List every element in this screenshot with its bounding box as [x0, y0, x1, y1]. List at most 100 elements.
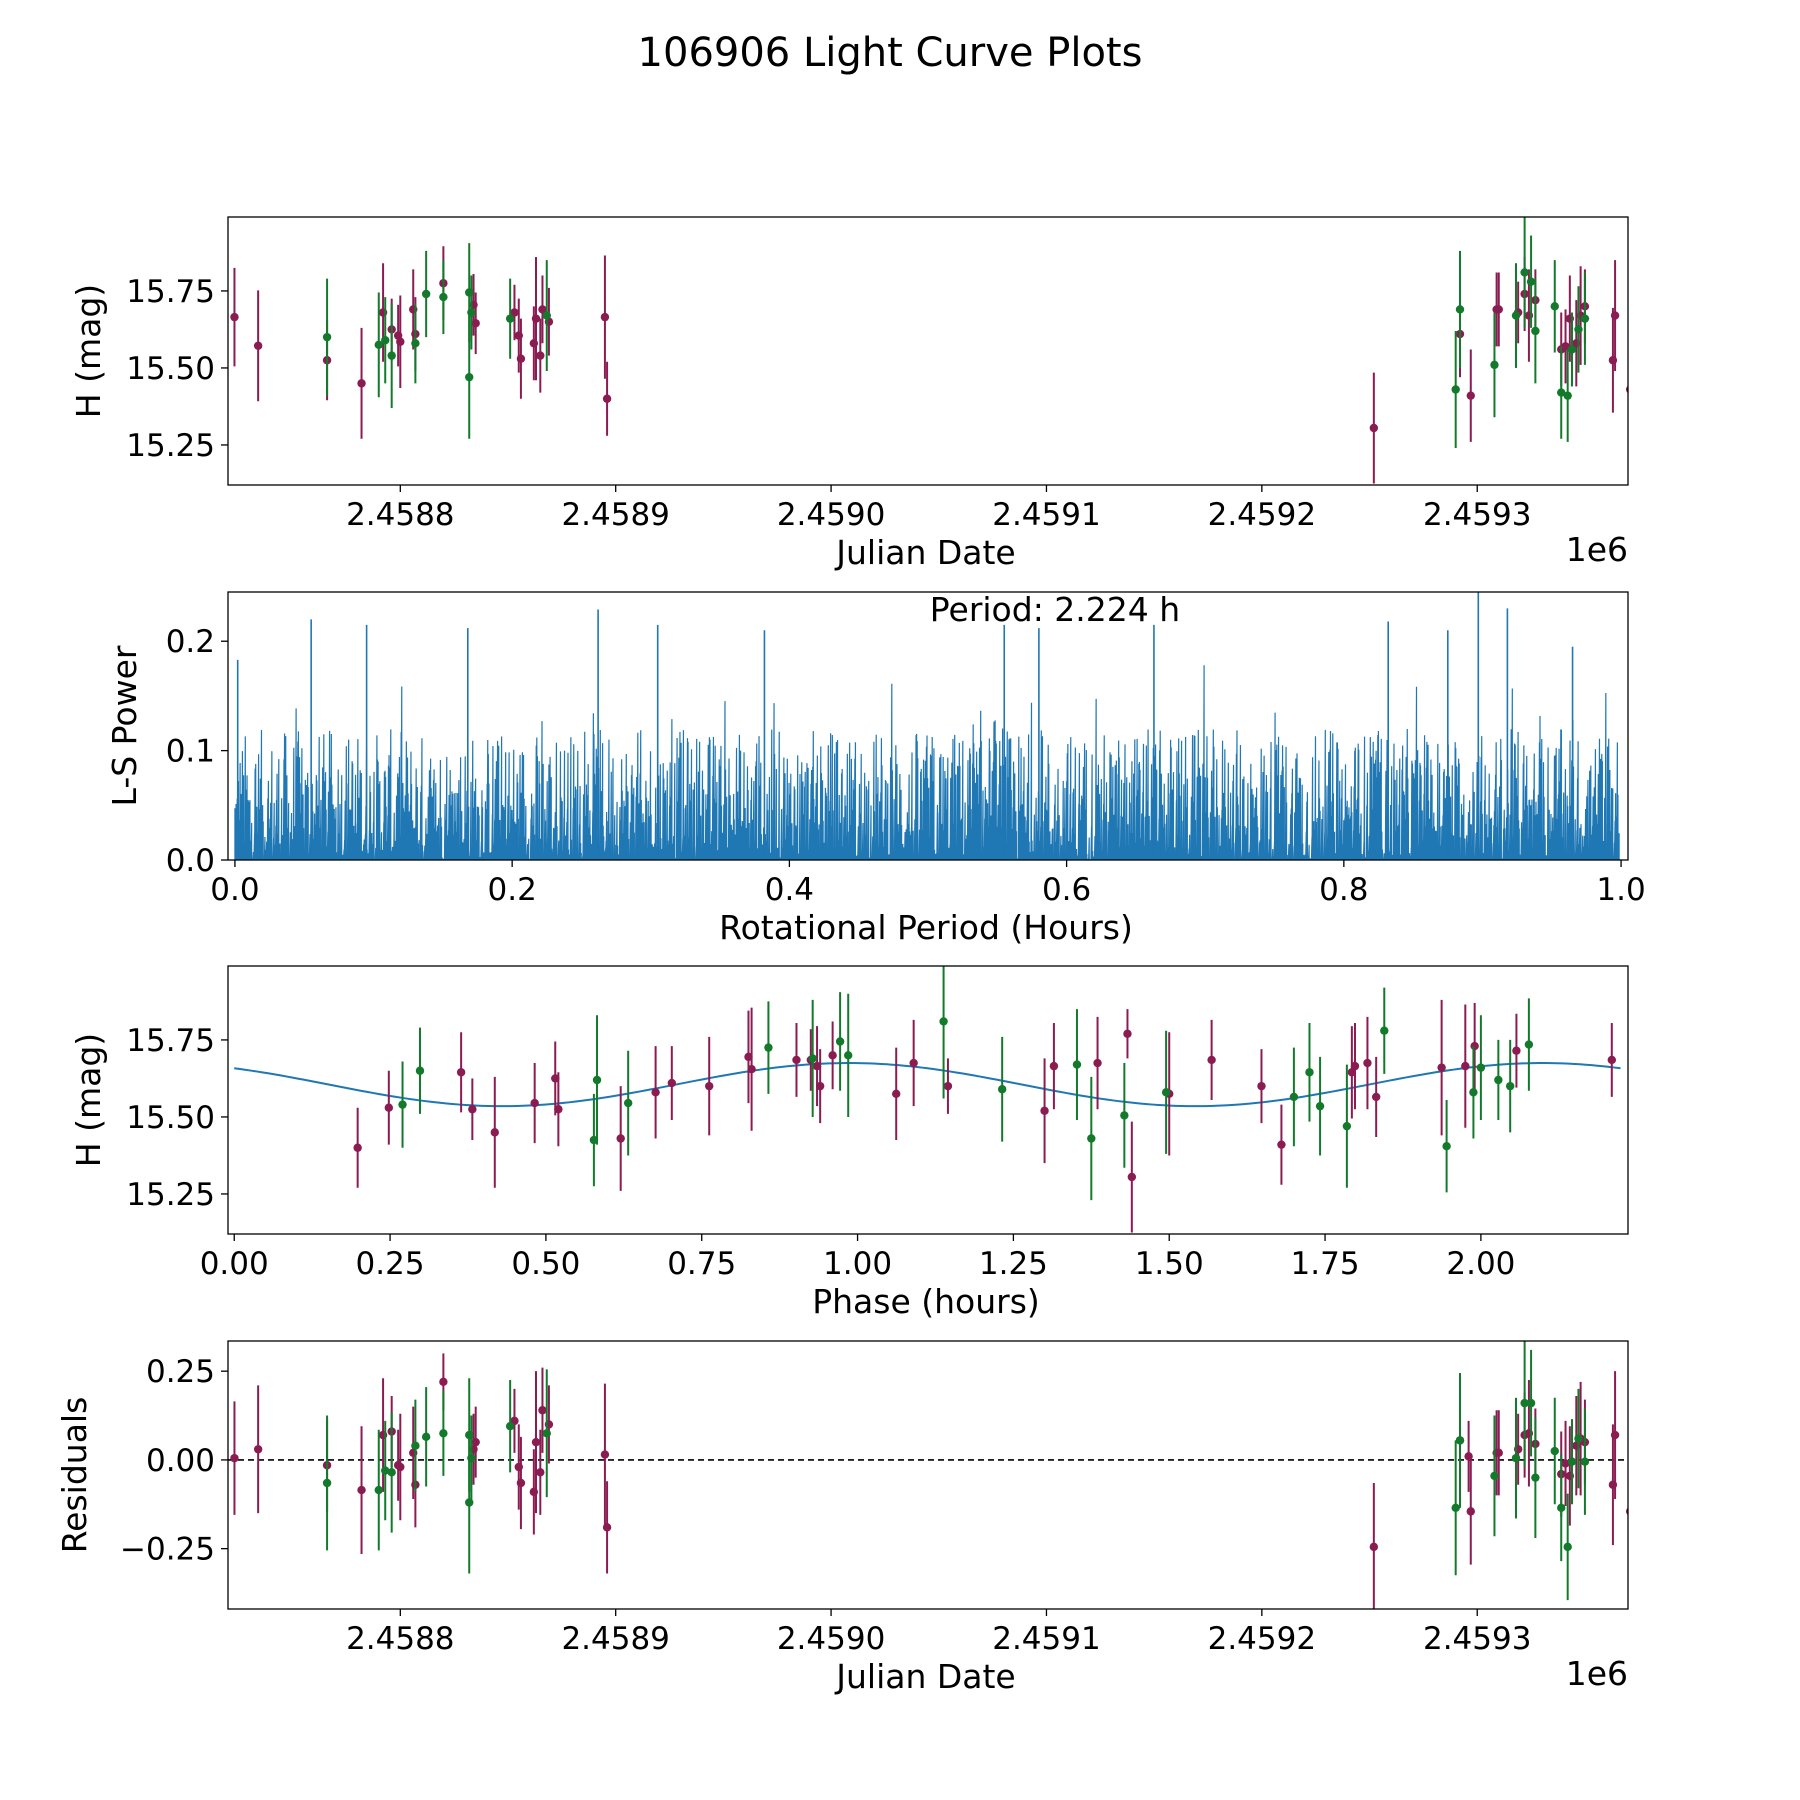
data-point [764, 1043, 773, 1052]
data-point [1490, 1471, 1499, 1481]
data-point [516, 354, 526, 363]
data-point [651, 1088, 660, 1097]
data-point [1511, 311, 1521, 320]
data-point [1040, 1106, 1049, 1115]
data-point [1567, 345, 1577, 354]
x-tick-label: 2.4590 [777, 497, 885, 533]
y-axis-label: L-S Power [105, 645, 144, 806]
data-point [1531, 326, 1540, 336]
series-r [230, 1353, 1628, 1609]
data-point [1123, 1029, 1132, 1038]
data-point [1049, 1061, 1059, 1071]
data-point [1625, 385, 1628, 394]
plot-area [230, 217, 1628, 484]
data-point [516, 1478, 526, 1488]
data-point [411, 1441, 420, 1450]
data-point [230, 312, 239, 322]
data-point [1550, 302, 1559, 311]
data-point [467, 308, 476, 317]
x-axis-label: Julian Date [834, 1657, 1016, 1696]
data-point [253, 1445, 263, 1454]
data-point [835, 1037, 845, 1046]
data-point [1342, 1121, 1352, 1131]
data-point [602, 394, 612, 403]
data-point [1625, 1507, 1628, 1515]
plot-area [234, 966, 1621, 1233]
data-point [1607, 1055, 1616, 1065]
data-point [1437, 1063, 1446, 1072]
y-tick-label: 15.50 [126, 1100, 215, 1136]
data-point [1369, 423, 1379, 433]
data-point [1574, 325, 1583, 334]
panels: 2.4588 2.4589 2.4590 2.4591 2.4592 2.4593 15.2… [55, 216, 1646, 1696]
data-point [1494, 1075, 1503, 1085]
data-point [1580, 314, 1590, 323]
y-tick-label: 0.1 [166, 734, 215, 770]
data-point [1455, 1436, 1465, 1445]
x-tick-label: 2.4589 [561, 1621, 669, 1657]
data-point [471, 319, 480, 328]
y-tick-label: 15.75 [126, 1023, 215, 1059]
data-point [1315, 1101, 1325, 1111]
x-tick-label: 0.75 [667, 1246, 736, 1282]
x-tick-label: 2.4592 [1208, 497, 1316, 533]
data-point [531, 1437, 541, 1447]
data-point [536, 351, 545, 360]
y-tick-label: −0.25 [120, 1532, 215, 1568]
data-point [415, 1066, 425, 1075]
x-tick-label: 1.00 [823, 1246, 892, 1282]
plot-area [228, 1341, 1628, 1609]
data-point [943, 1081, 953, 1091]
data-point [600, 312, 610, 322]
x-axis-label: Phase (hours) [812, 1282, 1040, 1321]
data-point [398, 1100, 407, 1109]
data-point [387, 351, 396, 360]
data-point [1531, 1473, 1540, 1482]
data-point [815, 1081, 825, 1091]
series-g [322, 217, 1590, 449]
data-point [997, 1085, 1007, 1094]
data-point [1451, 1503, 1460, 1513]
data-point [808, 1054, 817, 1063]
series-g [322, 1341, 1590, 1601]
series-r [353, 999, 1616, 1233]
data-point [1505, 1081, 1515, 1091]
panel-phased-curve: 0.00 0.25 0.50 0.75 1.00 1.25 1.50 1.75 2.00 15.2… [69, 965, 1629, 1321]
data-point [1289, 1092, 1299, 1102]
data-point [1470, 1041, 1479, 1051]
data-point [828, 1051, 837, 1060]
model-fit-curve [234, 1062, 1621, 1108]
panel-periodogram: Period: 2.224 h 0.0 0.2 0.4 0.6 0.8 1.0 0.0 0.1 0… [105, 590, 1646, 947]
data-point [1526, 1398, 1536, 1408]
data-point [1557, 1503, 1566, 1513]
x-tick-label: 2.4591 [992, 1621, 1100, 1657]
y-tick-label: 15.75 [126, 274, 215, 310]
data-point [396, 337, 405, 346]
data-point [421, 289, 431, 299]
panel-residuals: 2.4588 2.4589 2.4590 2.4591 2.4592 2.4593 −0.2… [55, 1340, 1629, 1696]
y-tick-label: 15.25 [126, 1177, 215, 1213]
data-point [374, 1485, 383, 1495]
data-point [1466, 391, 1475, 400]
data-point [1563, 391, 1572, 400]
x-tick-label: 0.0 [210, 872, 259, 908]
plot-area [234, 592, 1621, 860]
x-tick-label: 2.4589 [561, 497, 669, 533]
data-point [465, 372, 474, 382]
data-point [1490, 360, 1499, 370]
data-point [1120, 1111, 1129, 1120]
data-point [381, 336, 390, 345]
data-point [1520, 1398, 1529, 1408]
x-tick-label: 1.25 [979, 1246, 1048, 1282]
x-offset-label: 1e6 [1566, 1654, 1628, 1693]
x-tick-label: 2.4593 [1423, 497, 1531, 533]
data-point [538, 305, 547, 314]
data-point [510, 308, 519, 317]
plot-frame [227, 1340, 1629, 1610]
data-point [505, 314, 515, 323]
data-point [589, 1135, 599, 1145]
x-tick-label: 1.75 [1291, 1246, 1360, 1282]
data-point [381, 1466, 390, 1475]
series-g [398, 966, 1534, 1201]
data-point [1494, 1448, 1503, 1458]
